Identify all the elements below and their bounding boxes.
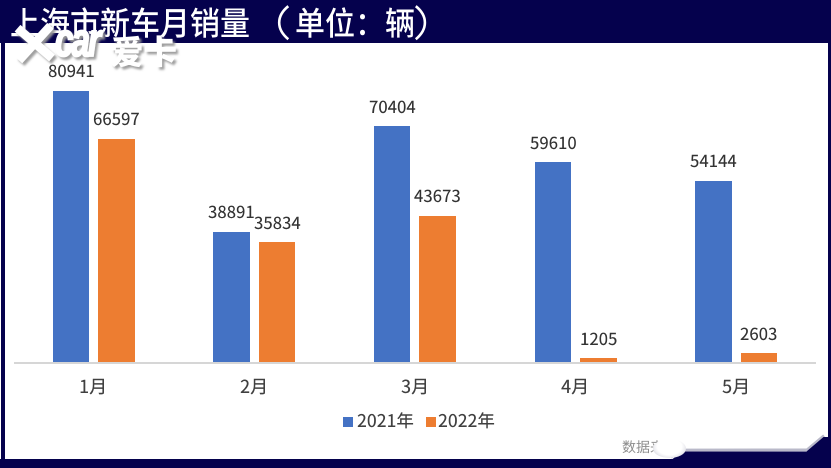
svg-text:car: car [55,13,103,66]
